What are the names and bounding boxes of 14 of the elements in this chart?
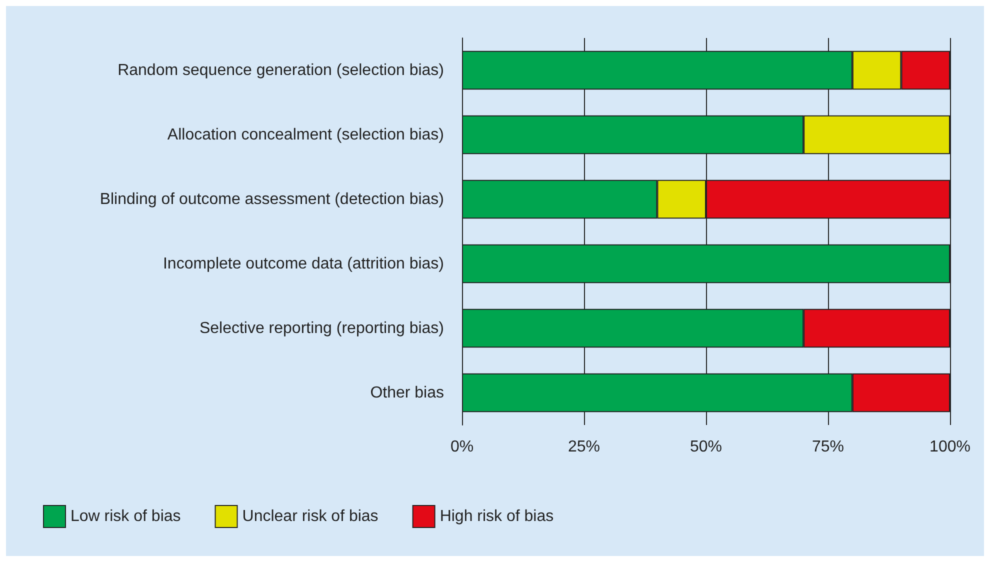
y-tick-label: Other bias — [370, 384, 444, 402]
y-tick-label: Blinding of outcome assessment (detection bias) — [100, 190, 444, 208]
x-tick-label: 100% — [930, 438, 970, 456]
x-tick-label: 0% — [450, 438, 474, 456]
y-tick-label: Random sequence generation (selection bias) — [118, 62, 444, 79]
x-tick-label: 75% — [812, 438, 844, 456]
x-tick-label: 50% — [690, 438, 722, 456]
legend-label: High risk of bias — [440, 508, 554, 525]
y-tick-label: Allocation concealment (selection bias) — [167, 126, 444, 144]
y-tick-label: Incomplete outcome data (attrition bias) — [162, 255, 444, 272]
legend-label: Unclear risk of bias — [242, 508, 378, 525]
y-tick-label: Selective reporting (reporting bias) — [199, 320, 444, 337]
legend-label: Low risk of bias — [70, 508, 181, 525]
x-tick-label: 25% — [568, 438, 600, 456]
